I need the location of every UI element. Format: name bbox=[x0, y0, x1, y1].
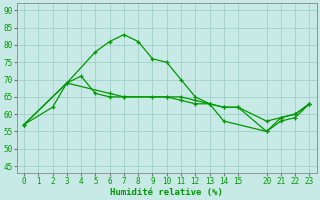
X-axis label: Humidité relative (%): Humidité relative (%) bbox=[110, 188, 223, 197]
